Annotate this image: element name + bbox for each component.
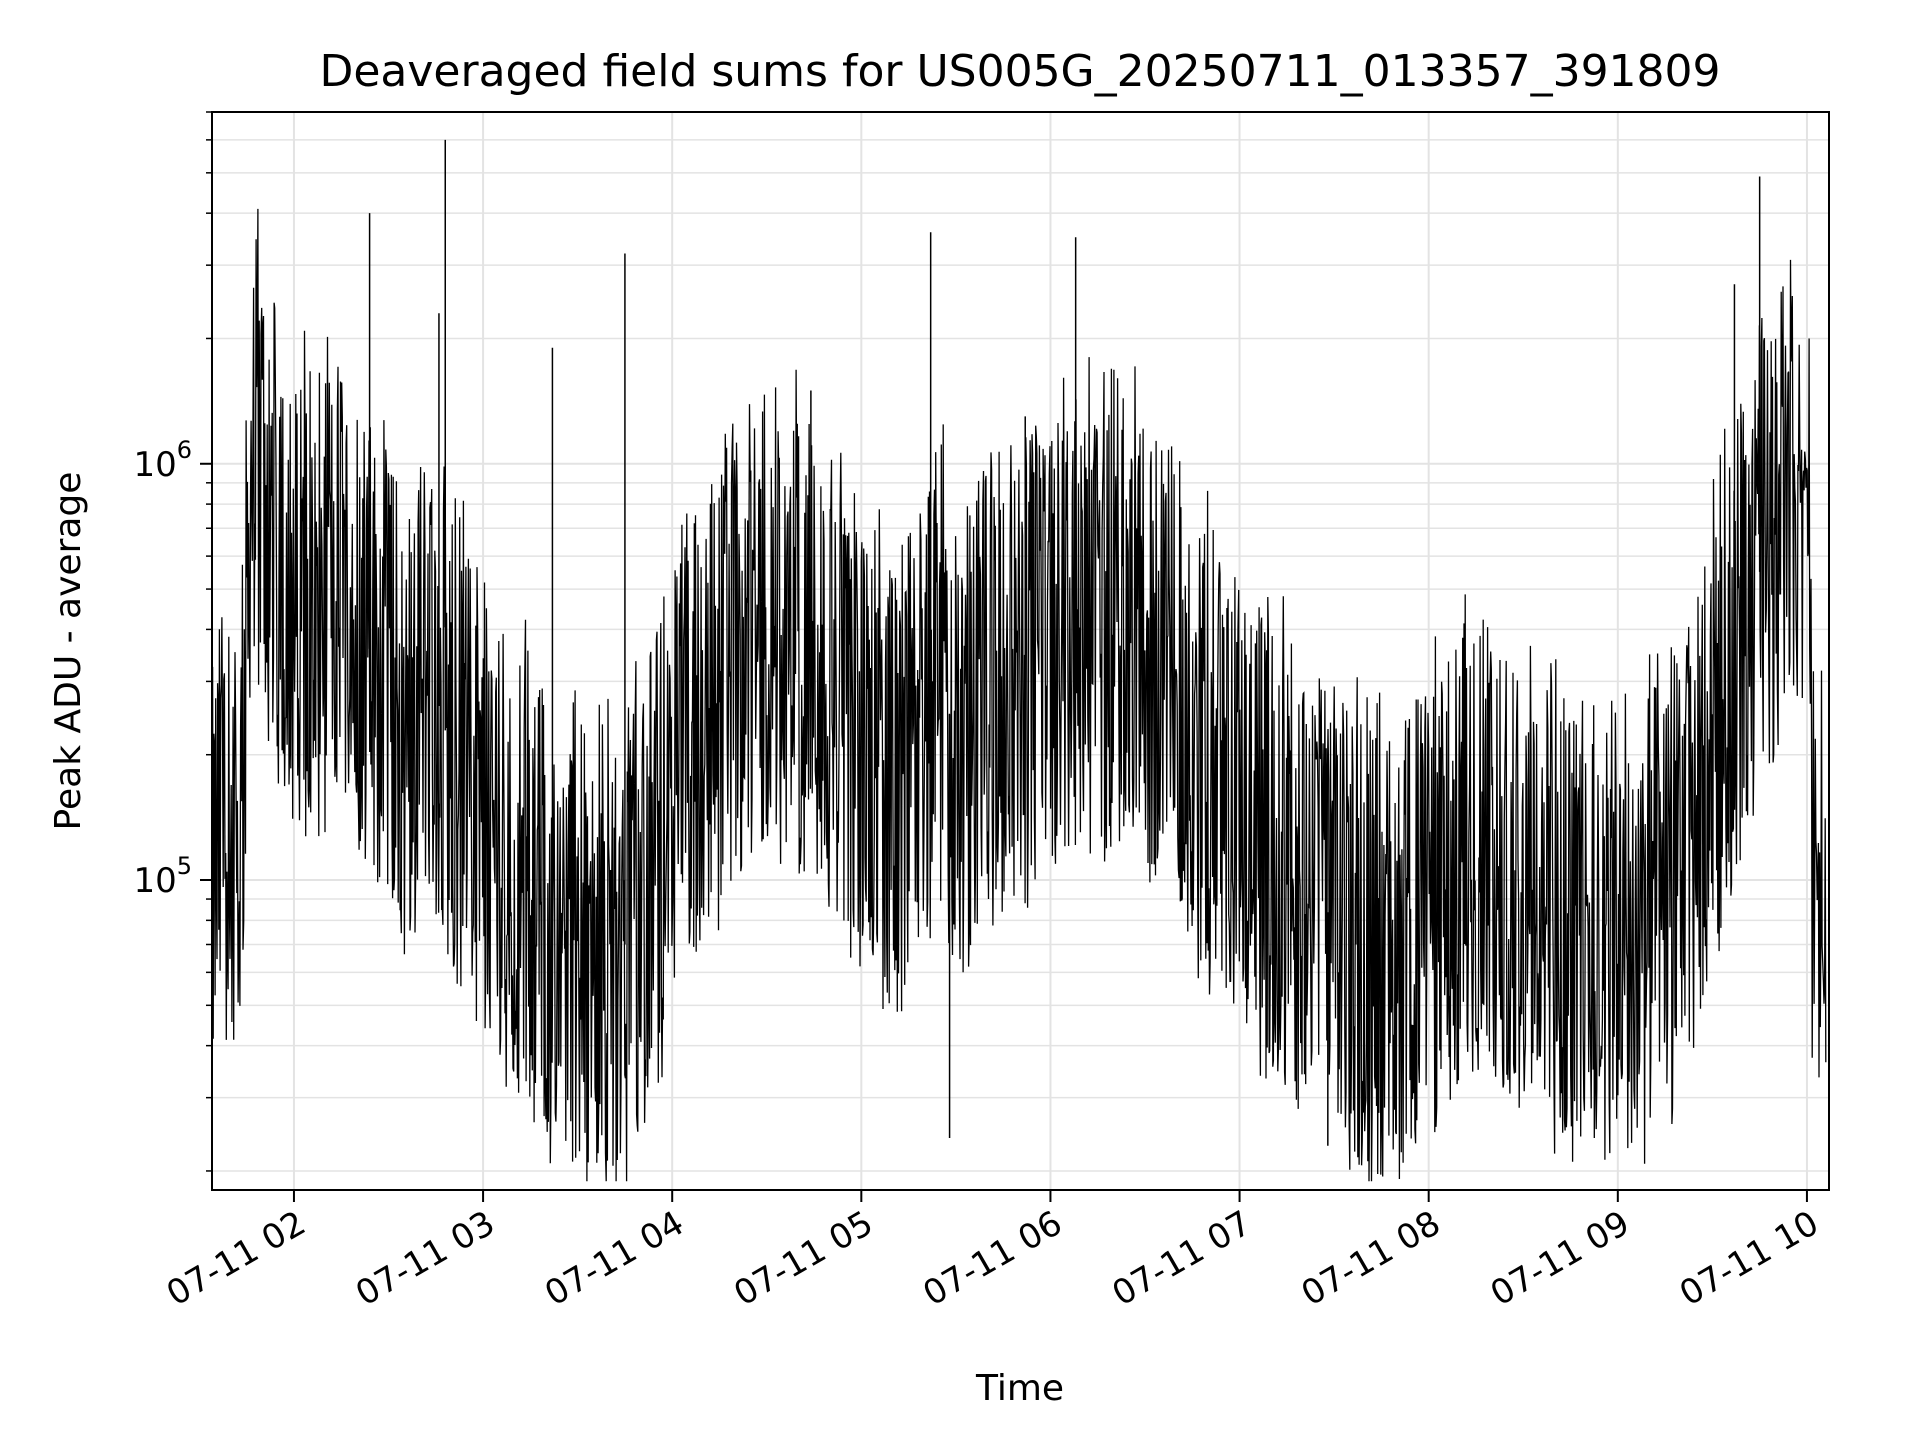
x-axis-label: Time <box>975 1368 1064 1409</box>
y-tick-base: 10 <box>133 445 176 485</box>
y-tick-label: 105 <box>133 852 192 901</box>
plot-area <box>212 139 1827 1182</box>
y-tick-exponent: 5 <box>177 852 192 880</box>
y-tick-exponent: 6 <box>177 436 192 464</box>
axes-frame <box>211 111 1830 1191</box>
y-axis-label: Peak ADU - average <box>48 472 89 831</box>
y-tick-label: 106 <box>133 436 192 485</box>
chart-title: Deaveraged field sums for US005G_2025071… <box>319 46 1720 97</box>
y-tick-base: 10 <box>133 861 176 901</box>
series-line <box>212 208 1827 1182</box>
